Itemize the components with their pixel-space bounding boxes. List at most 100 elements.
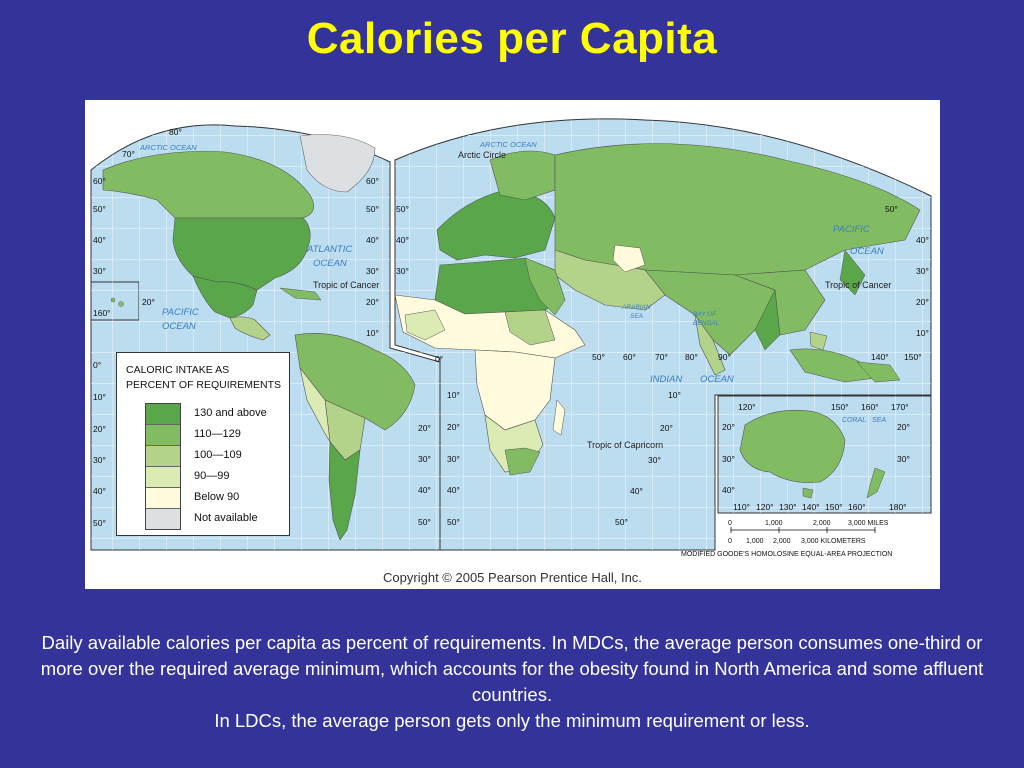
legend-item-100-109: 100—109: [146, 446, 242, 467]
legend-item-label: 90—99: [194, 470, 230, 482]
scale-tick: 3,000 MILES: [848, 520, 889, 527]
degree-label: 40°: [93, 486, 106, 496]
pacific-label: PACIFIC: [162, 307, 199, 318]
legend-item-below-90: Below 90: [146, 488, 239, 509]
degree-label: 20°: [418, 423, 431, 433]
scale-tick: 1,000: [746, 538, 764, 545]
degree-label: 120°: [738, 402, 756, 412]
legend-item-label: 130 and above: [194, 407, 267, 419]
world-map: ARCTIC OCEAN ARCTIC OCEAN ATLANTIC OCEAN…: [85, 100, 940, 589]
degree-label: 50°: [396, 204, 409, 214]
africa: [394, 257, 586, 476]
degree-label: 10°: [93, 392, 106, 402]
caption-paragraph: Daily available calories per capita as p…: [40, 632, 984, 705]
legend-item-90-99: 90—99: [146, 467, 229, 488]
degree-label: 0°: [435, 354, 443, 364]
degree-label: 50°: [418, 517, 431, 527]
legend-title-line: PERCENT OF REQUIREMENTS: [126, 379, 281, 391]
degree-label: 30°: [897, 454, 910, 464]
tropic-of-cancer-label: Tropic of Cancer: [313, 280, 379, 290]
degree-label: 70°: [655, 352, 668, 362]
legend-item-110-129: 110—129: [146, 425, 241, 446]
scale-tick: 2,000: [773, 538, 791, 545]
indian-ocean-label: INDIAN: [650, 374, 682, 385]
degree-label: 20°: [916, 297, 929, 307]
degree-label: 170°: [891, 402, 909, 412]
degree-label: 40°: [630, 486, 643, 496]
degree-label: 140°: [802, 502, 820, 512]
legend-title: CALORIC INTAKE AS PERCENT OF REQUIREMENT…: [126, 363, 286, 393]
degree-label: 40°: [447, 485, 460, 495]
copyright-text: Copyright © 2005 Pearson Prentice Hall, …: [383, 570, 642, 585]
degree-label: 140°: [871, 352, 889, 362]
slide-title: Calories per Capita: [306, 14, 718, 63]
degree-label: 150°: [825, 502, 843, 512]
degree-label: 160°: [861, 402, 879, 412]
asia: [554, 143, 921, 383]
degree-label: 150°: [904, 352, 922, 362]
degree-label: 70°: [122, 149, 135, 159]
degree-label: 40°: [916, 235, 929, 245]
degree-label: 30°: [396, 266, 409, 276]
arabian-sea-label: ARABIAN: [621, 304, 651, 311]
degree-label: 30°: [722, 454, 735, 464]
degree-label: 30°: [93, 455, 106, 465]
degree-label: 180°: [889, 502, 907, 512]
legend-item-label: Not available: [194, 512, 258, 524]
degree-label: 30°: [93, 266, 106, 276]
degree-label: 40°: [93, 235, 106, 245]
degree-label: 10°: [916, 328, 929, 338]
degree-label: 50°: [615, 517, 628, 527]
ocean-labels: ARCTIC OCEAN ARCTIC OCEAN ATLANTIC OCEAN…: [139, 140, 886, 424]
degree-label: 30°: [648, 455, 661, 465]
degree-label: 20°: [897, 422, 910, 432]
scale-tick: 0: [728, 538, 732, 545]
scale-tick: 0: [728, 520, 732, 527]
legend-item-not-available: Not available: [146, 509, 258, 529]
pacific-label: PACIFIC: [833, 224, 870, 235]
bay-of-bengal-label: BAY OF: [693, 311, 717, 318]
legend-item-label: 110—129: [194, 428, 241, 440]
degree-label: 80°: [169, 127, 182, 137]
arctic-ocean-label: ARCTIC OCEAN: [139, 143, 197, 152]
degree-labels: 80° 70° 60° 50° 40° 30° 20° 160° 0° 10° …: [93, 127, 929, 528]
legend-swatches: 130 and above 110—129 100—109 90—99 Belo…: [145, 403, 267, 530]
caption-paragraph: In LDCs, the average person gets only th…: [214, 710, 810, 731]
degree-label: 30°: [418, 454, 431, 464]
degree-label: 10°: [668, 390, 681, 400]
slide-caption: Daily available calories per capita as p…: [20, 630, 1004, 734]
indian-ocean-label: OCEAN: [700, 374, 734, 385]
degree-label: 20°: [366, 297, 379, 307]
degree-label: 50°: [447, 517, 460, 527]
degree-label: 110°: [733, 502, 750, 512]
legend-title-line: CALORIC INTAKE AS: [126, 364, 230, 376]
coral-sea-label: SEA: [872, 417, 886, 424]
degree-label: 40°: [396, 235, 409, 245]
degree-label: 60°: [93, 176, 106, 186]
degree-label: 150°: [831, 402, 849, 412]
degree-label: 50°: [93, 518, 106, 528]
degree-label: 160°: [93, 308, 111, 318]
scale-tick: 1,000: [765, 520, 783, 527]
degree-label: 0°: [93, 360, 101, 370]
degree-label: 120°: [756, 502, 774, 512]
degree-label: 30°: [447, 454, 460, 464]
scale-tick: 3,000 KILOMETERS: [801, 538, 866, 545]
degree-label: 20°: [93, 424, 106, 434]
degree-label: 160°: [848, 502, 866, 512]
tropic-of-capricorn-label: Tropic of Capricorn: [587, 440, 663, 450]
degree-label: 50°: [592, 352, 605, 362]
degree-label: 50°: [366, 204, 379, 214]
south-america: [294, 333, 416, 541]
line-labels: Arctic Circle Tropic of Cancer Tropic of…: [313, 150, 891, 450]
tropic-of-cancer-label: Tropic of Cancer: [825, 280, 891, 290]
degree-label: 40°: [722, 485, 735, 495]
australia: [739, 409, 886, 499]
degree-label: 50°: [93, 204, 106, 214]
pacific-label: OCEAN: [162, 321, 196, 332]
europe: [436, 150, 556, 261]
degree-label: 90°: [718, 352, 731, 362]
degree-label: 60°: [366, 176, 379, 186]
hawaii-inset: [110, 297, 124, 307]
pacific-label: OCEAN: [850, 246, 884, 257]
